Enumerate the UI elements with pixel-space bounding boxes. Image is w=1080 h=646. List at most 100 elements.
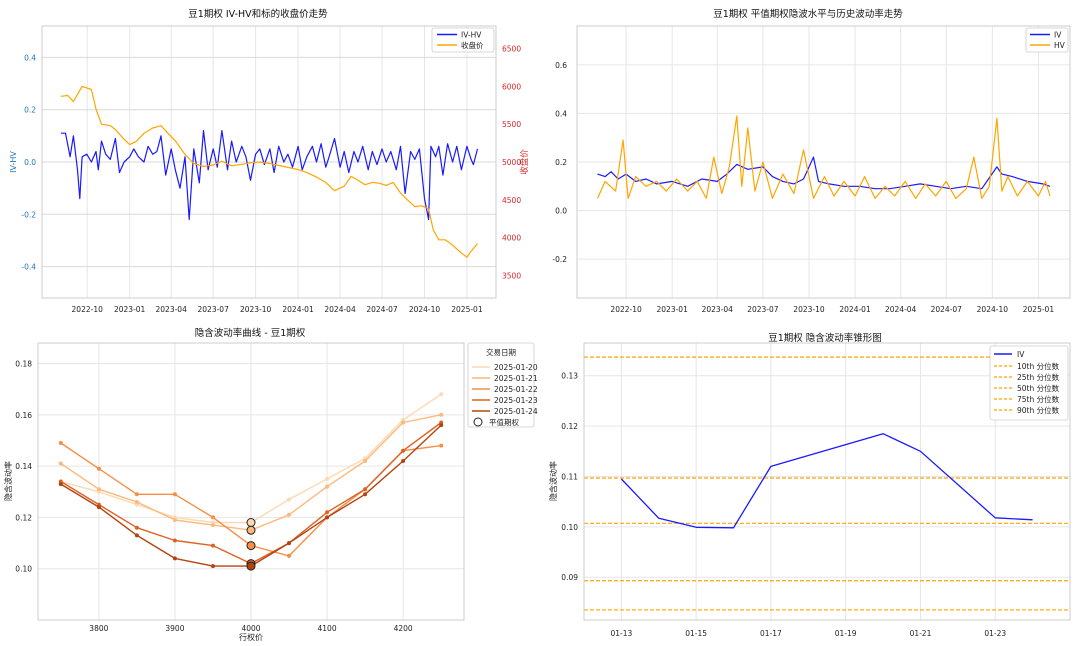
x-tick-label: 2022-10 — [610, 305, 642, 314]
y-tick-label: 0.4 — [555, 109, 567, 118]
x-tick-label: 01-15 — [685, 629, 707, 638]
plot-frame — [37, 342, 465, 621]
y-tick-label: 0.18 — [15, 360, 32, 369]
y-tick-label: 0.14 — [15, 462, 32, 471]
chart-title: 豆1期权 IV-HV和标的收盘价走势 — [188, 8, 328, 20]
x-tick-label: 2023-04 — [702, 305, 734, 314]
smile-point — [172, 556, 177, 561]
x-tick-label: 2024-01 — [282, 305, 314, 314]
x-tick-label: 01-21 — [910, 629, 932, 638]
x-tick-label: 2025-01 — [1023, 305, 1055, 314]
legend-label: 25th 分位数 — [1017, 372, 1060, 382]
y-tick-label-right: 5000 — [502, 158, 521, 167]
legend-label-iv: IV — [1054, 31, 1062, 40]
y-tick-label-right: 4000 — [502, 234, 521, 243]
y-tick-label-right: 3500 — [502, 271, 521, 280]
legend-label: 50th 分位数 — [1017, 383, 1060, 393]
smile-point — [439, 423, 444, 428]
x-tick-label: 4100 — [318, 624, 337, 633]
smile-point — [96, 505, 101, 510]
y-tick-label: 0.12 — [15, 513, 32, 522]
legend-label-hv: HV — [1054, 41, 1066, 50]
series-line-close-price — [60, 85, 478, 258]
y-tick-label-left: -0.4 — [21, 263, 36, 272]
chart-title: 豆1期权 平值期权隐波水平与历史波动率走势 — [713, 8, 903, 20]
legend-items: 2025-01-20 2025-01-21 2025-01-22 2025-01-23… — [472, 363, 538, 416]
axis-ticks: 2022-10 2023-01 2023-04 2023-07 2023-10 2024-… — [552, 61, 1054, 314]
smile-point — [211, 515, 215, 520]
smile-point — [401, 459, 406, 463]
smile-point — [211, 564, 215, 569]
smile-point — [134, 500, 139, 504]
x-tick-label: 2023-10 — [793, 305, 825, 314]
plot-frame — [41, 25, 497, 299]
smile-point — [287, 541, 291, 546]
smile-point — [363, 459, 368, 463]
y-axis-label-left: IV-HV — [9, 151, 18, 173]
x-tick-label: 2024-10 — [409, 305, 441, 314]
x-tick-label: 4000 — [241, 624, 260, 633]
smile-point — [134, 525, 139, 530]
smile-point — [58, 441, 63, 445]
smile-point — [439, 443, 444, 448]
plot-series — [60, 85, 479, 258]
x-tick-label: 2024-04 — [324, 305, 356, 314]
x-tick-label: 3800 — [89, 624, 108, 633]
y-tick-label: -0.2 — [552, 255, 567, 264]
y-tick-label-left: 0.4 — [24, 53, 36, 62]
grid — [584, 343, 1070, 620]
axis-ticks: 3800 3900 4000 4100 4200 0.10 0.12 0.14 0.16 0.18 — [15, 360, 413, 633]
legend-label: 2025-01-23 — [494, 396, 538, 405]
x-tick-label: 2024-01 — [839, 305, 871, 314]
smile-point — [172, 538, 177, 543]
x-tick-label: 4200 — [394, 624, 413, 633]
smile-point — [287, 512, 291, 517]
legend-label-iv: IV — [1017, 350, 1025, 359]
y-tick-label: 0.13 — [561, 372, 578, 381]
y-tick-label: 0.6 — [555, 61, 567, 70]
plot-series — [584, 356, 1070, 611]
smile-point — [211, 523, 215, 528]
x-tick-label: 2024-07 — [366, 305, 398, 314]
legend-label-atm: 平值期权 — [489, 417, 519, 427]
x-tick-label: 01-13 — [610, 629, 632, 638]
y-tick-label-left: 0.0 — [24, 158, 36, 167]
y-tick-label: 0.16 — [15, 411, 32, 420]
x-tick-label: 01-19 — [835, 629, 857, 638]
y-tick-label: 0.10 — [561, 523, 578, 532]
smile-point — [96, 466, 101, 471]
y-axis-label: 隐含波动率 — [548, 461, 558, 501]
chart-iv-cone: 豆1期权 隐含波动率锥形图 01-13 01-15 01-17 01-19 01-21 0… — [548, 332, 1071, 638]
x-axis-label: 行权价 — [239, 632, 263, 642]
legend-marker-atm — [473, 417, 483, 427]
legend-label: 2025-01-24 — [494, 407, 538, 416]
x-tick-label: 2024-04 — [885, 305, 917, 314]
atm-marker — [246, 561, 256, 571]
chart-title: 豆1期权 隐含波动率锥形图 — [768, 332, 882, 344]
x-tick-label: 2024-10 — [977, 305, 1009, 314]
series-line-iv — [620, 433, 1033, 529]
plot-series — [596, 115, 1051, 199]
smile-point — [401, 420, 406, 425]
x-tick-label: 2024-07 — [931, 305, 963, 314]
smile-point — [439, 392, 444, 397]
x-tick-label: 2023-10 — [240, 305, 272, 314]
smile-point — [401, 448, 406, 453]
legend-label: 2025-01-20 — [494, 363, 538, 372]
smile-point — [172, 518, 177, 522]
y-tick-label-left: -0.2 — [21, 210, 36, 219]
smile-point — [58, 461, 63, 466]
series-line-hv — [596, 115, 1051, 199]
smile-point — [325, 515, 330, 520]
y-tick-label: 0.11 — [561, 472, 578, 481]
smile-point — [325, 510, 330, 515]
chart-iv-hv-trend: 豆1期权 平值期权隐波水平与历史波动率走势 2022-10 2023-01 2023… — [552, 8, 1071, 314]
x-tick-label: 2025-01 — [451, 305, 483, 314]
axis-ticks: 01-13 01-15 01-17 01-19 01-21 01-23 0.09 0.10 0.… — [561, 372, 1006, 638]
legend-label: 2025-01-22 — [494, 385, 538, 394]
y-tick-label-right: 6500 — [502, 45, 521, 54]
chart-iv-smile: 隐含波动率曲线 - 豆1期权 3800 3900 4000 4100 4200 0.10 0… — [3, 327, 538, 642]
plot-frame — [576, 25, 1071, 299]
